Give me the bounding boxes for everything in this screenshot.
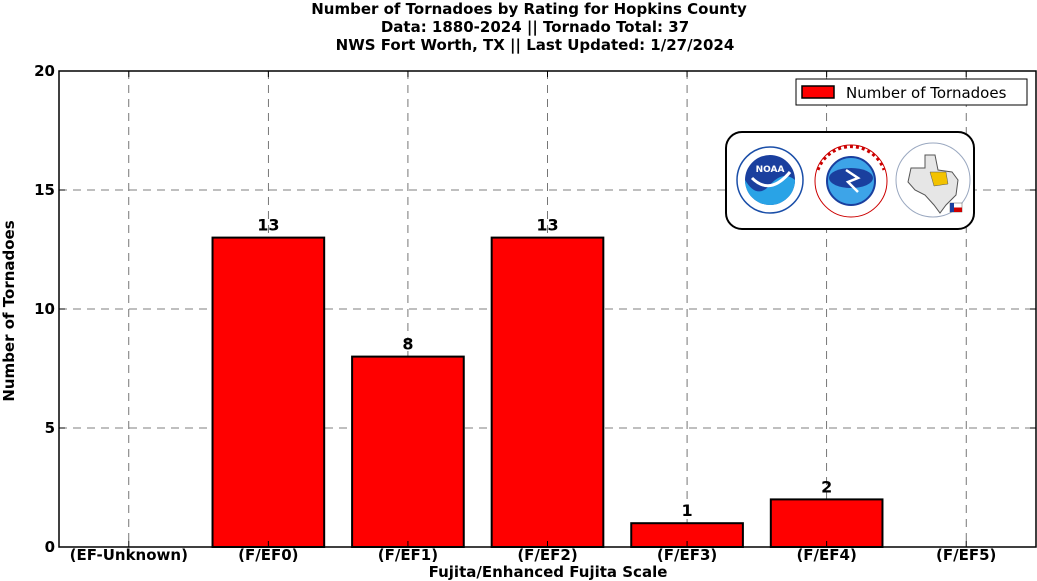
data-label: 13 [257, 216, 279, 235]
title-line-1: Number of Tornadoes by Rating for Hopkin… [311, 0, 747, 18]
svg-text:NOAA: NOAA [756, 165, 785, 175]
nws-fort-worth-logo [895, 142, 971, 218]
x-tick-label: (F/EF3) [657, 546, 717, 564]
y-axis-ticks: 0 5 10 15 20 [34, 62, 1036, 556]
title-line-3: NWS Fort Worth, TX || Last Updated: 1/27… [336, 36, 735, 55]
data-label: 1 [682, 501, 693, 520]
noaa-logo: NOAA [736, 146, 804, 214]
y-tick-label: 15 [34, 181, 55, 199]
x-tick-label: (F/EF0) [238, 546, 298, 564]
data-labels: 13 8 13 1 2 [257, 216, 832, 521]
bar [211, 236, 326, 548]
x-tick-label: (F/EF1) [378, 546, 438, 564]
bar [351, 355, 465, 548]
chart-title: Number of Tornadoes by Rating for Hopkin… [311, 0, 747, 55]
x-tick-label: (F/EF5) [936, 546, 996, 564]
data-label: 8 [402, 335, 413, 354]
logo-panel: NOAA [725, 131, 975, 230]
x-tick-label: (F/EF4) [796, 546, 856, 564]
y-tick-label: 20 [34, 62, 55, 80]
legend-label: Number of Tornadoes [846, 84, 1007, 102]
bar [769, 498, 884, 548]
x-axis-ticks: (EF-Unknown) (F/EF0) (F/EF1) (F/EF2) (F/EF3)… [70, 71, 996, 564]
legend: Number of Tornadoes [795, 78, 1028, 106]
data-label: 2 [821, 477, 832, 496]
y-tick-label: 10 [34, 300, 55, 318]
x-tick-label: (EF-Unknown) [70, 546, 188, 564]
bars [211, 236, 884, 549]
bar [490, 236, 605, 548]
y-tick-label: 0 [45, 538, 55, 556]
y-axis-label: Number of Tornadoes [0, 220, 18, 401]
nws-logo [814, 144, 888, 218]
x-tick-label: (F/EF2) [517, 546, 577, 564]
data-label: 13 [536, 216, 558, 235]
x-axis-label: Fujita/Enhanced Fujita Scale [429, 563, 668, 581]
y-tick-label: 5 [45, 419, 55, 437]
title-line-2: Data: 1880-2024 || Tornado Total: 37 [381, 18, 689, 37]
legend-swatch [801, 85, 835, 99]
